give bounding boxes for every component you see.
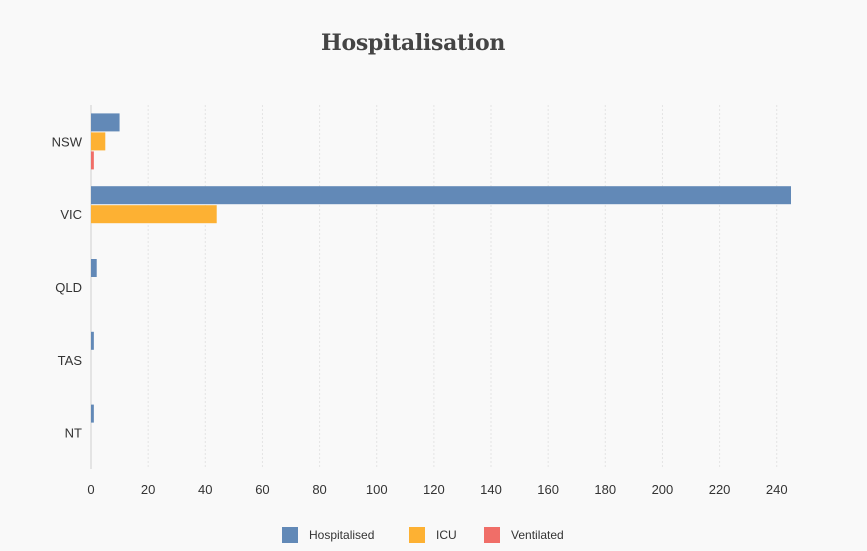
- x-tick-label: 20: [141, 482, 155, 497]
- x-axis-labels: 0 20 40 60 80 100 120 140 160 180 200 220 240: [87, 482, 787, 497]
- legend-swatch[interactable]: [409, 527, 425, 543]
- bars: [91, 113, 791, 423]
- bar-hospitalised-vic[interactable]: [91, 186, 791, 205]
- x-tick-label: 180: [594, 482, 616, 497]
- x-tick-label: 60: [255, 482, 269, 497]
- legend-swatch[interactable]: [282, 527, 298, 543]
- x-tick-label: 140: [480, 482, 502, 497]
- x-tick-label: 100: [366, 482, 388, 497]
- x-tick-label: 240: [766, 482, 788, 497]
- bar-icu-nsw[interactable]: [91, 132, 106, 151]
- legend-label[interactable]: Ventilated: [511, 528, 564, 542]
- legend-label[interactable]: ICU: [436, 528, 457, 542]
- grid-lines: [90, 105, 778, 469]
- bar-hospitalised-tas[interactable]: [91, 331, 94, 350]
- bar-hospitalised-nsw[interactable]: [91, 113, 120, 132]
- bar-hospitalised-qld[interactable]: [91, 259, 97, 277]
- bar-ventilated-nsw[interactable]: [91, 151, 94, 170]
- y-tick-label: VIC: [60, 207, 82, 222]
- bar-hospitalised-nt[interactable]: [91, 404, 94, 423]
- x-tick-label: 200: [652, 482, 674, 497]
- y-tick-label: NT: [65, 426, 82, 441]
- x-tick-label: 0: [87, 482, 94, 497]
- y-tick-label: QLD: [55, 280, 82, 295]
- x-tick-label: 40: [198, 482, 212, 497]
- x-tick-label: 80: [312, 482, 326, 497]
- chart-title: Hospitalisation: [320, 30, 506, 56]
- y-tick-label: NSW: [52, 134, 83, 149]
- y-tick-label: TAS: [58, 353, 83, 368]
- legend-swatch[interactable]: [484, 527, 500, 543]
- x-tick-label: 220: [709, 482, 731, 497]
- y-axis-labels: NSW VIC QLD TAS NT: [52, 134, 83, 440]
- legend: Hospitalised ICU Ventilated: [282, 527, 564, 543]
- x-tick-label: 120: [423, 482, 445, 497]
- legend-label[interactable]: Hospitalised: [309, 528, 374, 542]
- bar-icu-vic[interactable]: [91, 205, 217, 224]
- x-tick-label: 160: [537, 482, 559, 497]
